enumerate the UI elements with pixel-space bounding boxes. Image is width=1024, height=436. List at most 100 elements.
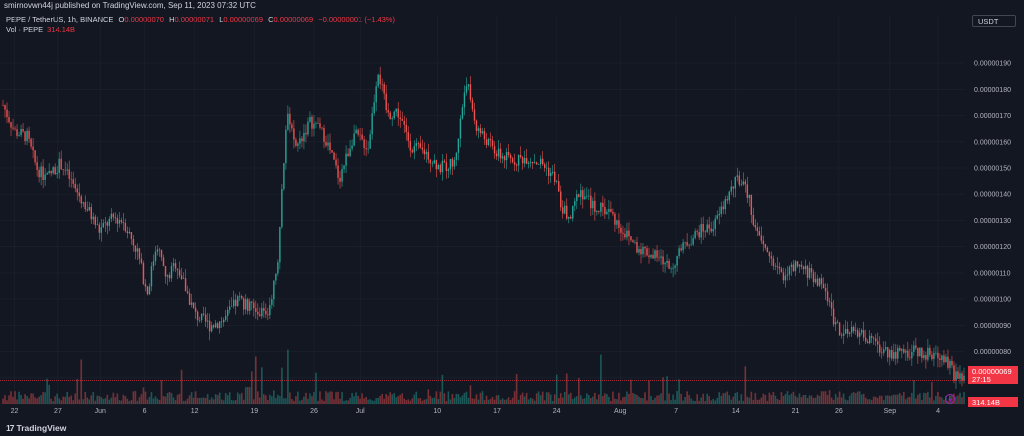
candle-body [953,365,955,381]
candle-body [459,118,462,139]
volume-bar [714,400,717,404]
volume-bar [427,389,430,404]
volume-bar [285,398,287,404]
candle-body [309,116,311,122]
candle-body [337,165,339,178]
volume-bar [537,391,540,404]
volume-bar [858,391,861,404]
volume-bar [90,395,93,404]
candle-body [941,355,943,360]
volume-bars [2,349,965,404]
candle-body [108,218,111,226]
volume-bar [931,381,933,404]
volume-bar [265,395,267,404]
volume-bar [98,396,101,404]
volume-bar [670,400,672,404]
volume-bar [582,398,584,404]
volume-bar [196,398,199,404]
candle-body [515,164,518,166]
candle-body [935,352,937,354]
volume-bar [921,399,923,404]
volume-bar [132,391,135,404]
candle-body [463,92,466,108]
candle-body [552,171,554,173]
volume-bar [638,396,640,404]
candle-body [397,108,399,118]
volume-bar [716,398,719,404]
volume-bar [792,391,795,404]
volume-bar [461,395,464,404]
candle-body [758,231,761,236]
volume-bar [505,399,508,404]
candle-body [949,360,951,368]
volume-bar [800,397,803,404]
candle-body [616,220,618,225]
candle-body [168,275,171,279]
volume-bar [828,390,831,404]
candle-body [957,371,959,379]
candle-body [770,256,773,259]
candle-body [395,108,397,112]
volume-bar [78,399,81,404]
candle-body [576,194,578,202]
volume-bar [780,392,783,404]
candle-body [846,328,849,334]
candle-body [834,321,837,325]
price-axis: 0.00000190 0.00000180 0.00000170 0.00000160… [974,61,1011,409]
candle-body [98,224,101,233]
volume-bar [911,392,913,404]
candle-body [925,355,927,360]
candle-body [116,217,119,224]
candle-body [437,165,440,170]
candle-body [564,205,566,214]
candle-body [32,146,34,151]
volume-bar [401,393,404,404]
timezone-icon[interactable] [945,394,955,404]
candle-body [257,311,259,315]
candle-body [385,93,387,111]
candle-body [630,236,632,241]
volume-bar [860,394,863,404]
candle-body [628,230,630,237]
candle-body [182,278,185,279]
candle-body [114,217,117,218]
candle-body [80,196,82,204]
volume-legend: Vol · PEPE 314.14B [6,25,75,34]
volume-bar [756,399,759,404]
candle-body [554,171,556,182]
volume-bar [842,393,845,404]
candle-body [945,356,947,363]
candle-body [704,231,706,233]
candle-body [389,112,391,120]
volume-bar [549,394,552,404]
currency-button[interactable]: USDT [972,15,1016,27]
volume-bar [28,398,30,404]
x-tick-label: 22 [11,408,19,415]
candle-body [933,352,935,360]
candle-body [487,138,490,145]
volume-bar [192,397,195,404]
candle-body [594,200,596,212]
candle-body [548,167,550,176]
candle-body [90,207,92,220]
candle-body [299,138,301,144]
candle-body [570,216,572,219]
candle-body [568,216,570,219]
candle-body [911,351,913,359]
volume-bar [455,393,458,404]
volume-bar [443,393,446,404]
volume-bar [76,379,79,404]
candle-body [134,245,137,252]
candle-body [493,146,496,154]
volume-bar [459,397,462,404]
volume-bar [204,398,207,404]
candle-body [333,152,335,160]
candle-body [858,332,861,337]
y-tick-label: 0.00000120 [974,244,1011,251]
candle-body [363,139,365,149]
volume-bar [503,399,506,404]
candle-body [961,373,963,381]
candle-body [76,188,78,193]
candle-body [923,355,925,359]
